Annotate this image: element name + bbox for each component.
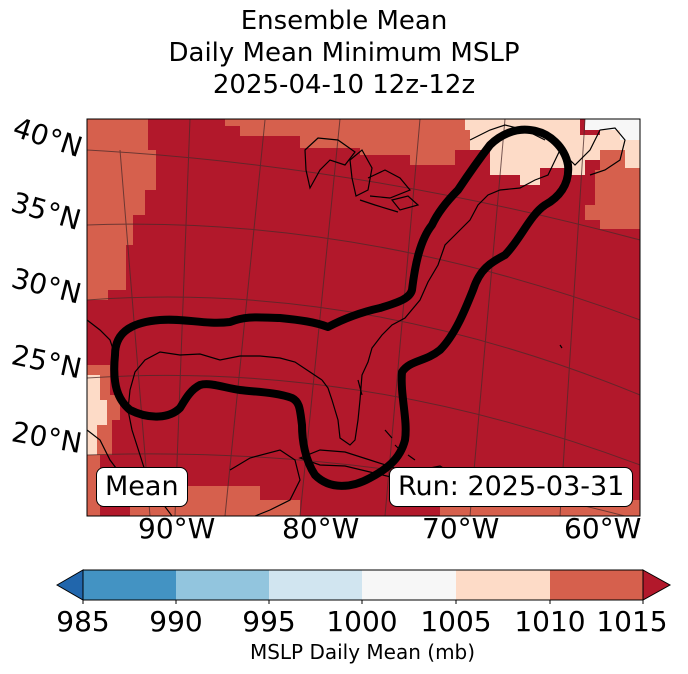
mean-label: Mean xyxy=(96,467,188,507)
lon-label-80w: 80°W xyxy=(282,512,360,545)
mslp-1000-1005-regions xyxy=(585,119,640,140)
lon-label-60w: 60°W xyxy=(564,512,642,545)
lon-label-90w: 90°W xyxy=(138,512,216,545)
colorbar-bin-1010-1015 xyxy=(550,570,643,600)
colorbar-tick-marks xyxy=(82,600,644,604)
map-frame xyxy=(86,118,641,517)
colorbar xyxy=(55,569,672,604)
colorbar-min-extend xyxy=(55,569,84,601)
title-line-1: Ensemble Mean xyxy=(240,6,448,36)
coastlines xyxy=(87,124,626,516)
colorbar-max-extend xyxy=(642,569,672,601)
lon-label-70w: 70°W xyxy=(422,512,500,545)
colorbar-label: MSLP Daily Mean (mb) xyxy=(249,640,476,664)
title-line-3: 2025-04-10 12z-12z xyxy=(212,70,476,100)
colorbar-tick-985: 985 xyxy=(56,605,110,638)
colorbar-bin-990-995 xyxy=(176,570,269,600)
colorbar-tick-1010: 1010 xyxy=(514,605,586,638)
colorbar-bin-995-1000 xyxy=(269,570,362,600)
title-line-2: Daily Mean Minimum MSLP xyxy=(168,38,520,68)
colorbar-frame xyxy=(82,569,644,601)
colorbar-tick-1005: 1005 xyxy=(420,605,492,638)
colorbar-tick-1000: 1000 xyxy=(326,605,398,638)
colorbar-tick-990: 990 xyxy=(149,605,203,638)
colorbar-bin-1000-1005 xyxy=(362,570,456,600)
run-date-label: Run: 2025-03-31 xyxy=(389,467,634,507)
colorbar-tick-995: 995 xyxy=(242,605,296,638)
colorbar-bin-985-990 xyxy=(83,570,176,600)
colorbar-bin-1005-1010 xyxy=(456,570,550,600)
mslp-contour xyxy=(110,125,573,490)
colorbar-tick-1015: 1015 xyxy=(596,605,668,638)
